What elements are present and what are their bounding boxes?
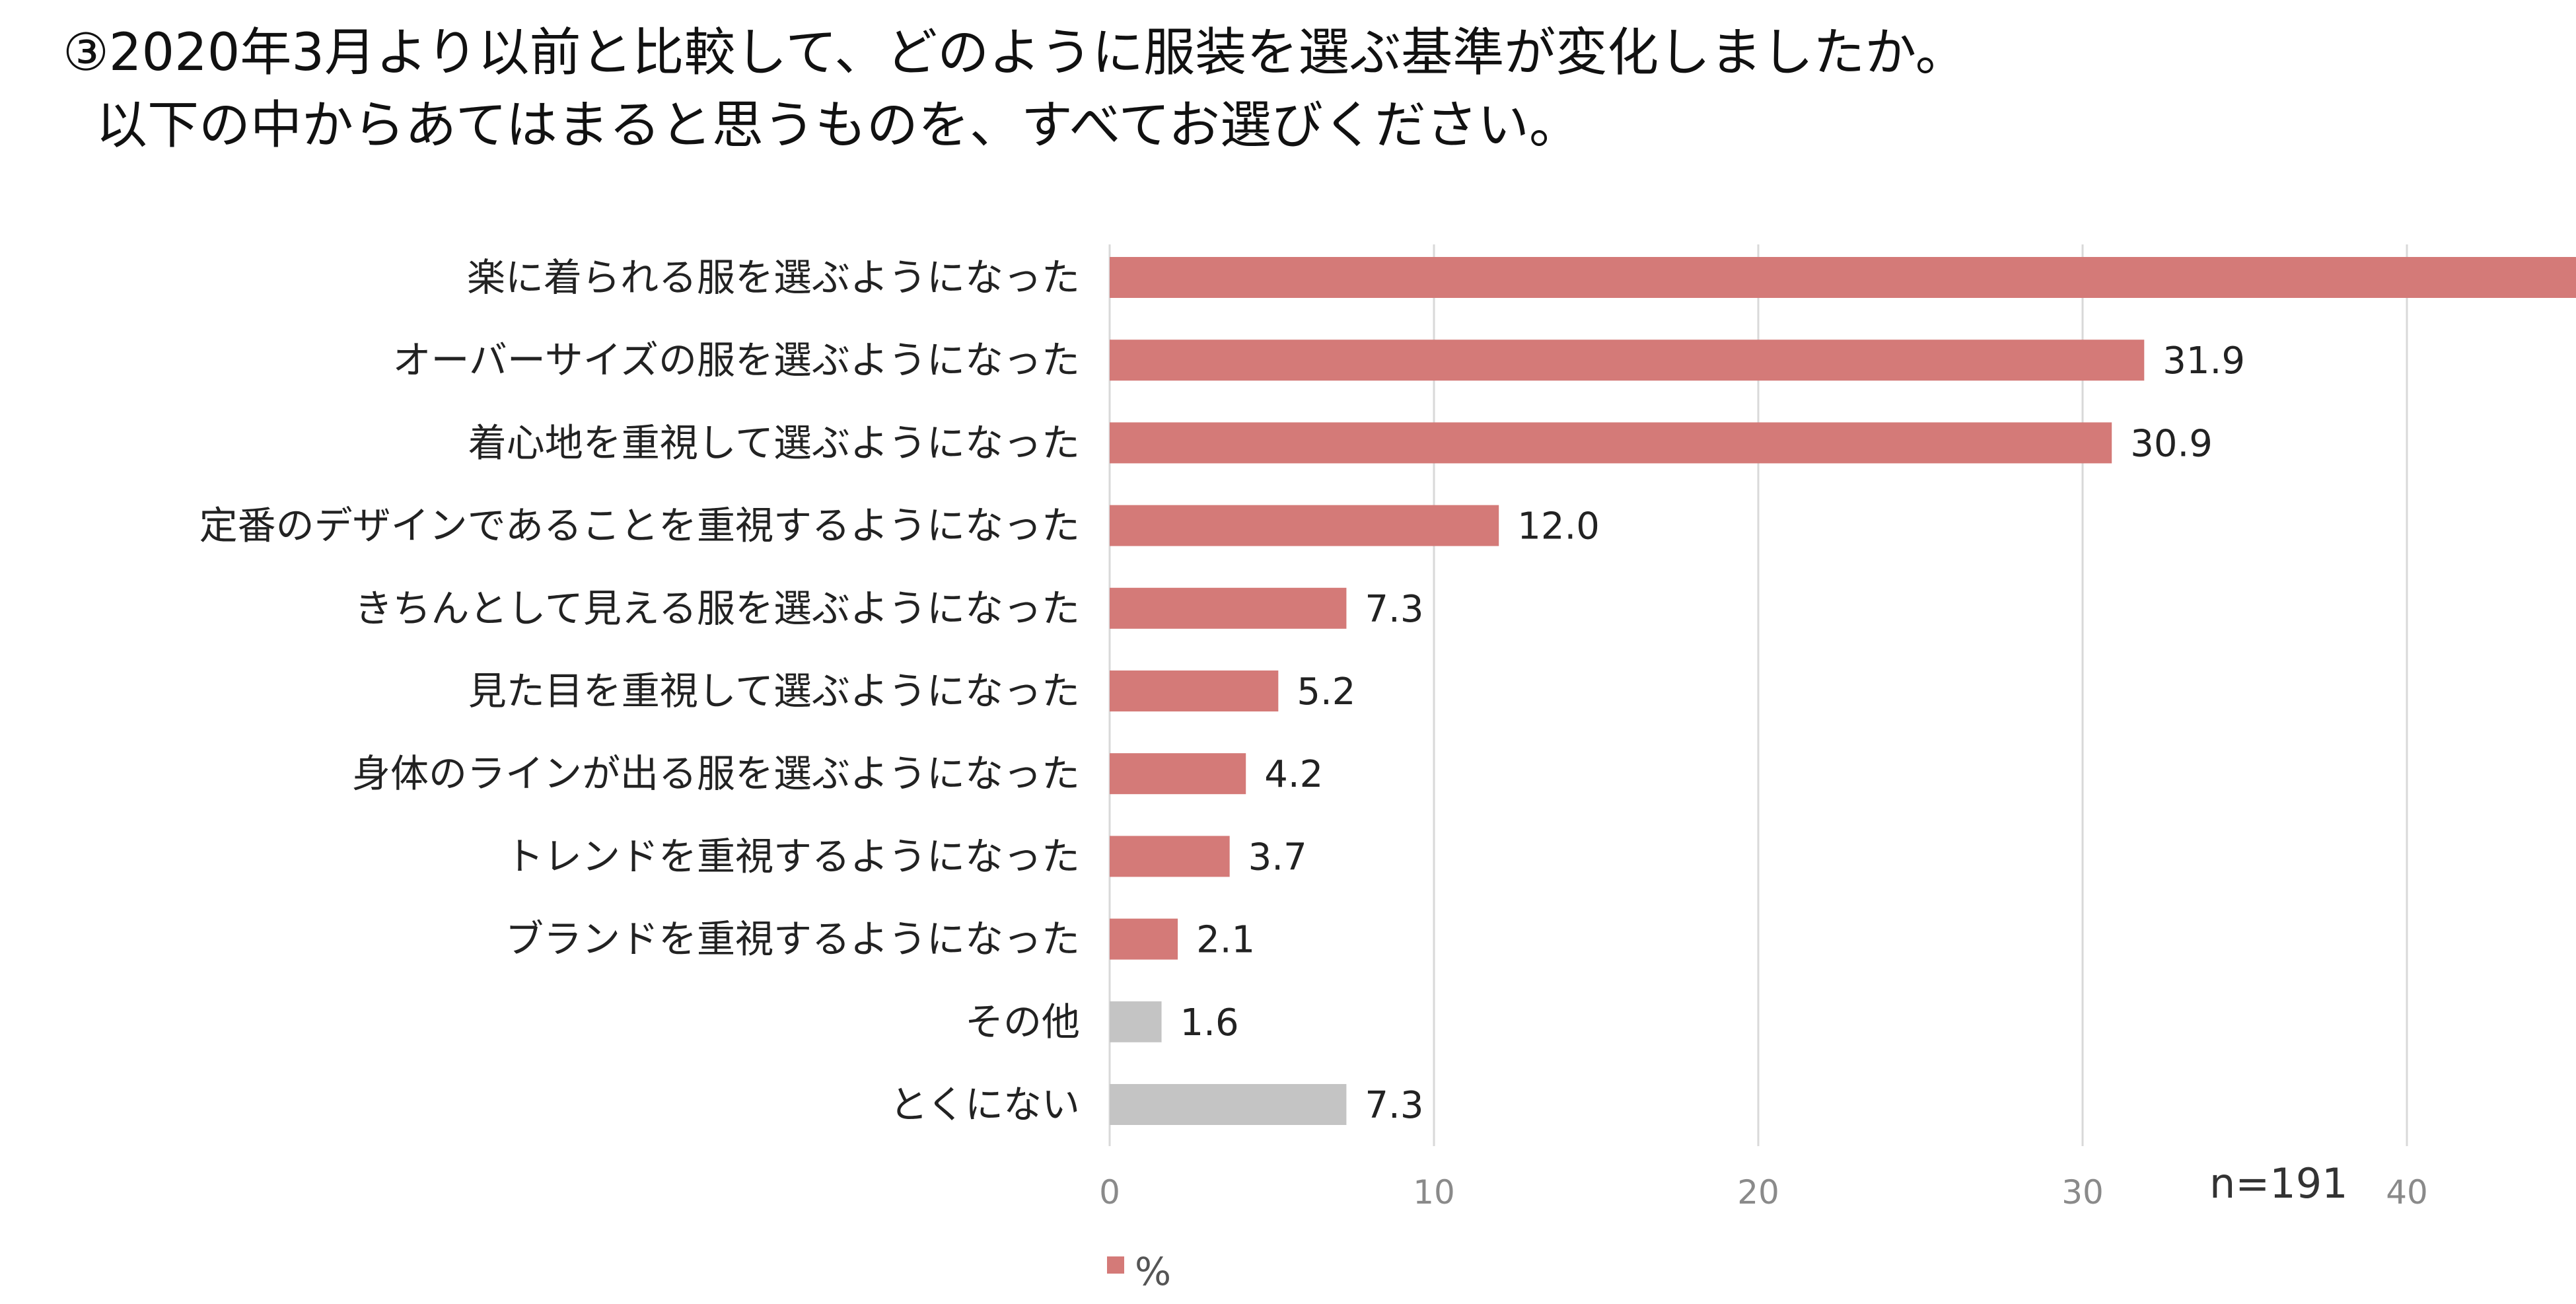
bar bbox=[1110, 918, 1178, 960]
data-label: 5.2 bbox=[1297, 670, 1355, 713]
bar bbox=[1110, 1084, 1347, 1125]
category-label: オーバーサイズの服を選ぶようになった bbox=[392, 338, 1080, 382]
category-label: 見た目を重視して選ぶようになった bbox=[468, 669, 1080, 713]
x-tick-label: 40 bbox=[2386, 1173, 2428, 1212]
bar bbox=[1110, 836, 1230, 877]
x-tick-label: 30 bbox=[2061, 1173, 2104, 1212]
x-tick-label: 20 bbox=[1737, 1173, 1779, 1212]
legend-swatch bbox=[1107, 1256, 1124, 1274]
data-label: 7.3 bbox=[1365, 1084, 1423, 1127]
category-label: ブランドを重視するようになった bbox=[505, 917, 1080, 962]
chart-title-line-2: 以下の中からあてはまると思うものを、すべてお選びください。 bbox=[96, 96, 1581, 155]
data-label: 31.9 bbox=[2163, 340, 2245, 382]
data-label: 7.3 bbox=[1365, 588, 1423, 631]
data-label: 30.9 bbox=[2130, 422, 2213, 465]
data-label: 12.0 bbox=[1517, 505, 1600, 548]
x-tick-label: 10 bbox=[1413, 1173, 1455, 1212]
sample-size-note: n=191 bbox=[2209, 1159, 2348, 1208]
category-label: 定番のデザインであることを重視するようになった bbox=[199, 503, 1080, 548]
bar bbox=[1110, 670, 1279, 711]
legend-label: % bbox=[1135, 1249, 1171, 1294]
data-label: 3.7 bbox=[1248, 836, 1307, 879]
data-label: 1.6 bbox=[1180, 1001, 1239, 1044]
category-label: 身体のラインが出る服を選ぶようになった bbox=[352, 751, 1080, 796]
category-label: その他 bbox=[965, 999, 1080, 1044]
bar bbox=[1110, 753, 1246, 795]
category-label: とくにない bbox=[890, 1082, 1080, 1127]
category-label: トレンドを重視するようになった bbox=[505, 834, 1080, 879]
x-tick-label: 0 bbox=[1099, 1173, 1120, 1212]
bar bbox=[1110, 257, 2576, 298]
bar bbox=[1110, 587, 1347, 629]
chart-title-line-1: ③2020年3月より以前と比較して、どのように服装を選ぶ基準が変化しましたか。 bbox=[63, 23, 1967, 83]
category-label: きちんとして見える服を選ぶようになった bbox=[354, 586, 1080, 631]
bar bbox=[1110, 1001, 1162, 1042]
category-label: 楽に着られる服を選ぶようになった bbox=[467, 255, 1080, 300]
data-label: 2.1 bbox=[1196, 919, 1255, 962]
category-label: 着心地を重視して選ぶようになった bbox=[468, 420, 1080, 465]
bar bbox=[1110, 422, 2112, 464]
bar bbox=[1110, 505, 1499, 546]
bar bbox=[1110, 340, 2145, 381]
data-label: 4.2 bbox=[1264, 753, 1323, 796]
